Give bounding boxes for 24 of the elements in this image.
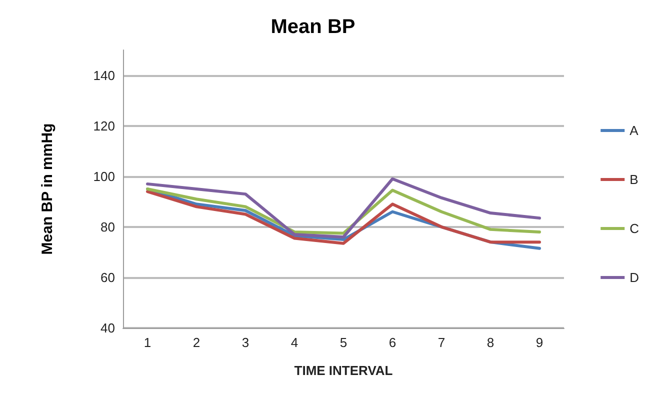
legend-label: D — [630, 270, 639, 285]
x-tick-label: 7 — [438, 335, 446, 350]
y-tick-label: 60 — [100, 270, 115, 285]
x-tick-label: 4 — [290, 335, 298, 350]
x-tick-label: 1 — [144, 335, 152, 350]
x-tick-label: 2 — [192, 335, 200, 350]
legend-label: B — [630, 172, 638, 187]
x-axis-title: TIME INTERVAL — [294, 363, 393, 378]
y-tick-label: 80 — [100, 219, 115, 234]
line-series — [146, 188, 541, 235]
x-tick-label: 5 — [340, 335, 348, 350]
chart-title: Mean BP — [270, 16, 356, 38]
legend-label: A — [630, 123, 639, 138]
x-tick-label: 8 — [486, 335, 494, 350]
y-tick-label: 140 — [93, 68, 115, 83]
line-series — [146, 177, 541, 239]
y-tick-label: 120 — [93, 118, 115, 134]
y-tick-label: 100 — [93, 168, 115, 184]
x-tick-label: 6 — [388, 335, 396, 350]
y-axis-title: Mean BP in mmHg — [39, 123, 56, 255]
y-tick-label: 40 — [100, 320, 115, 336]
legend-label: C — [630, 221, 639, 236]
x-tick-label: 9 — [536, 335, 544, 350]
x-tick-label: 3 — [242, 335, 250, 350]
